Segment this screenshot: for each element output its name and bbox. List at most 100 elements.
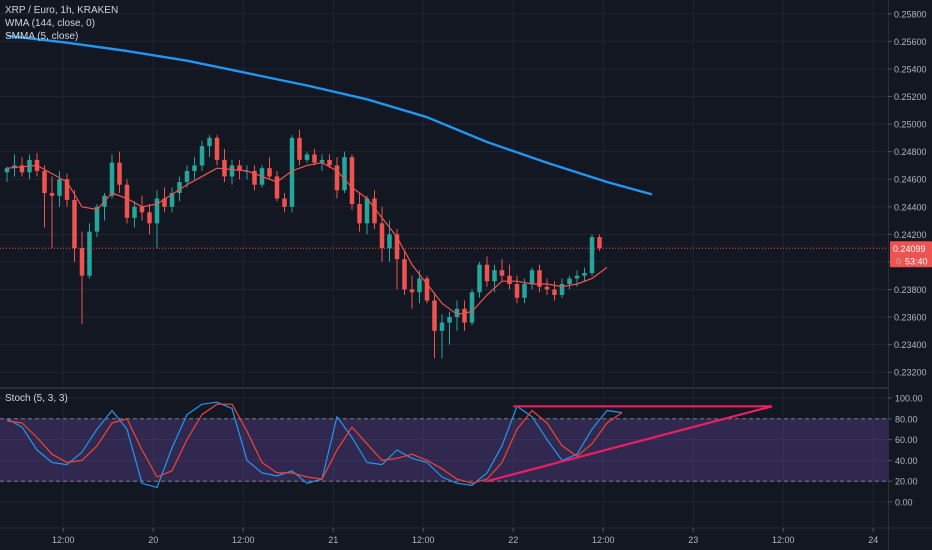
candle-body [402, 259, 407, 290]
candle-body [282, 198, 287, 207]
candle-body [417, 278, 422, 293]
candle-body [582, 272, 587, 276]
candle-body [537, 270, 542, 287]
candle-body [229, 165, 235, 177]
candle-body [109, 162, 115, 196]
candle-body [72, 199, 77, 249]
candle-body [327, 159, 332, 166]
candle-body [19, 165, 25, 173]
candle-body [514, 283, 520, 298]
time-tick-label: 22 [508, 535, 518, 545]
price-tick-label: 0.24400 [894, 202, 927, 212]
price-tick-label: 0.24800 [894, 147, 927, 157]
candle-body [4, 168, 10, 173]
countdown-label: 53:40 [905, 256, 928, 266]
time-tick-label: 12:00 [232, 535, 255, 545]
stoch-k-line [6, 401, 623, 488]
candle-body [492, 270, 497, 282]
candle-body [297, 137, 302, 160]
candle-body [199, 146, 205, 166]
candle-body [57, 179, 62, 196]
candle-body [184, 170, 190, 182]
time-axis[interactable]: 12:00 20 12:00 21 12:00 22 12:00 23 12:00 24 [52, 528, 878, 545]
symbol-title[interactable]: XRP / Euro, 1h, KRAKEN [5, 5, 119, 16]
candle-body [589, 237, 595, 273]
time-tick-label: 12:00 [772, 535, 795, 545]
candle-body [454, 308, 460, 318]
candle-body [387, 234, 392, 249]
stoch-tick-label: 40.00 [895, 456, 918, 466]
candle-body [274, 176, 280, 199]
candle-body [139, 206, 145, 213]
wma-line [6, 34, 653, 196]
candle-body [79, 248, 85, 276]
stoch-legend: Stoch (5, 3, 3) [5, 392, 68, 405]
candle-body [597, 237, 602, 249]
candle-body [349, 157, 355, 205]
candle-body [439, 322, 445, 331]
price-tick-label: 0.24600 [894, 175, 927, 185]
candle-body [222, 159, 227, 177]
price-tick-label: 0.24200 [894, 230, 927, 240]
stoch-tick-label: 60.00 [895, 435, 918, 445]
candle-body [484, 264, 490, 282]
price-tick-label: 0.25600 [894, 37, 927, 47]
candle-body [124, 184, 130, 218]
price-labels: 0.24099 53:40 0 [0, 241, 932, 268]
candle-body [552, 289, 557, 296]
indicator-lines [6, 34, 773, 488]
candle-body [192, 165, 197, 171]
candle-body [214, 137, 220, 160]
candle-body [252, 170, 257, 185]
stoch-tick-label: 0.00 [895, 498, 913, 508]
candle-body [394, 234, 400, 260]
stoch-tick-label: 80.00 [895, 414, 918, 424]
candle-body [94, 206, 100, 232]
candle-body [267, 168, 272, 177]
candle-body [544, 286, 550, 290]
smma-legend[interactable]: SMMA (5, close) [5, 31, 79, 42]
candle-body [169, 193, 175, 207]
candle-body [237, 165, 242, 171]
price-tick-label: 0.23200 [894, 368, 927, 378]
candle-body [462, 308, 467, 323]
candle-body [117, 162, 122, 185]
time-tick-label: 24 [868, 535, 878, 545]
candle-body [507, 275, 512, 284]
candle-body [522, 283, 527, 298]
time-tick-label: 21 [328, 535, 338, 545]
price-tick-label: 0.25000 [894, 120, 927, 130]
candle-body [432, 300, 437, 331]
main-legend: XRP / Euro, 1h, KRAKEN WMA (144, close, … [5, 4, 118, 43]
candle-body [64, 179, 70, 200]
candle-body [559, 283, 565, 296]
stoch-tick-label: 20.00 [895, 477, 918, 487]
candle-body [87, 231, 92, 276]
candle-body [424, 278, 430, 301]
candle-body [342, 157, 347, 191]
stoch-legend-label[interactable]: Stoch (5, 3, 3) [5, 393, 68, 404]
price-tick-label: 0.25800 [894, 9, 927, 19]
time-tick-label: 12:00 [592, 535, 615, 545]
candle-body [154, 198, 160, 224]
wma-legend[interactable]: WMA (144, close, 0) [5, 18, 96, 29]
last-price-badge [890, 241, 932, 268]
time-tick-label: 20 [148, 535, 158, 545]
stoch-tick-label: 100.00 [895, 394, 923, 404]
candle-body [469, 292, 475, 323]
price-tick-label: 0.23400 [894, 340, 927, 350]
price-tick-label: 0.25200 [894, 92, 927, 102]
candle-body [207, 137, 212, 147]
candle-body [177, 181, 182, 193]
candle-body [364, 198, 370, 224]
candle-body [312, 154, 317, 163]
candle-body [529, 270, 535, 284]
smma-line [6, 162, 608, 315]
time-tick-label: 23 [688, 535, 698, 545]
time-tick-label: 12:00 [52, 535, 75, 545]
candle-body [289, 137, 295, 207]
candle-body [132, 206, 137, 218]
candle-body [147, 212, 152, 224]
